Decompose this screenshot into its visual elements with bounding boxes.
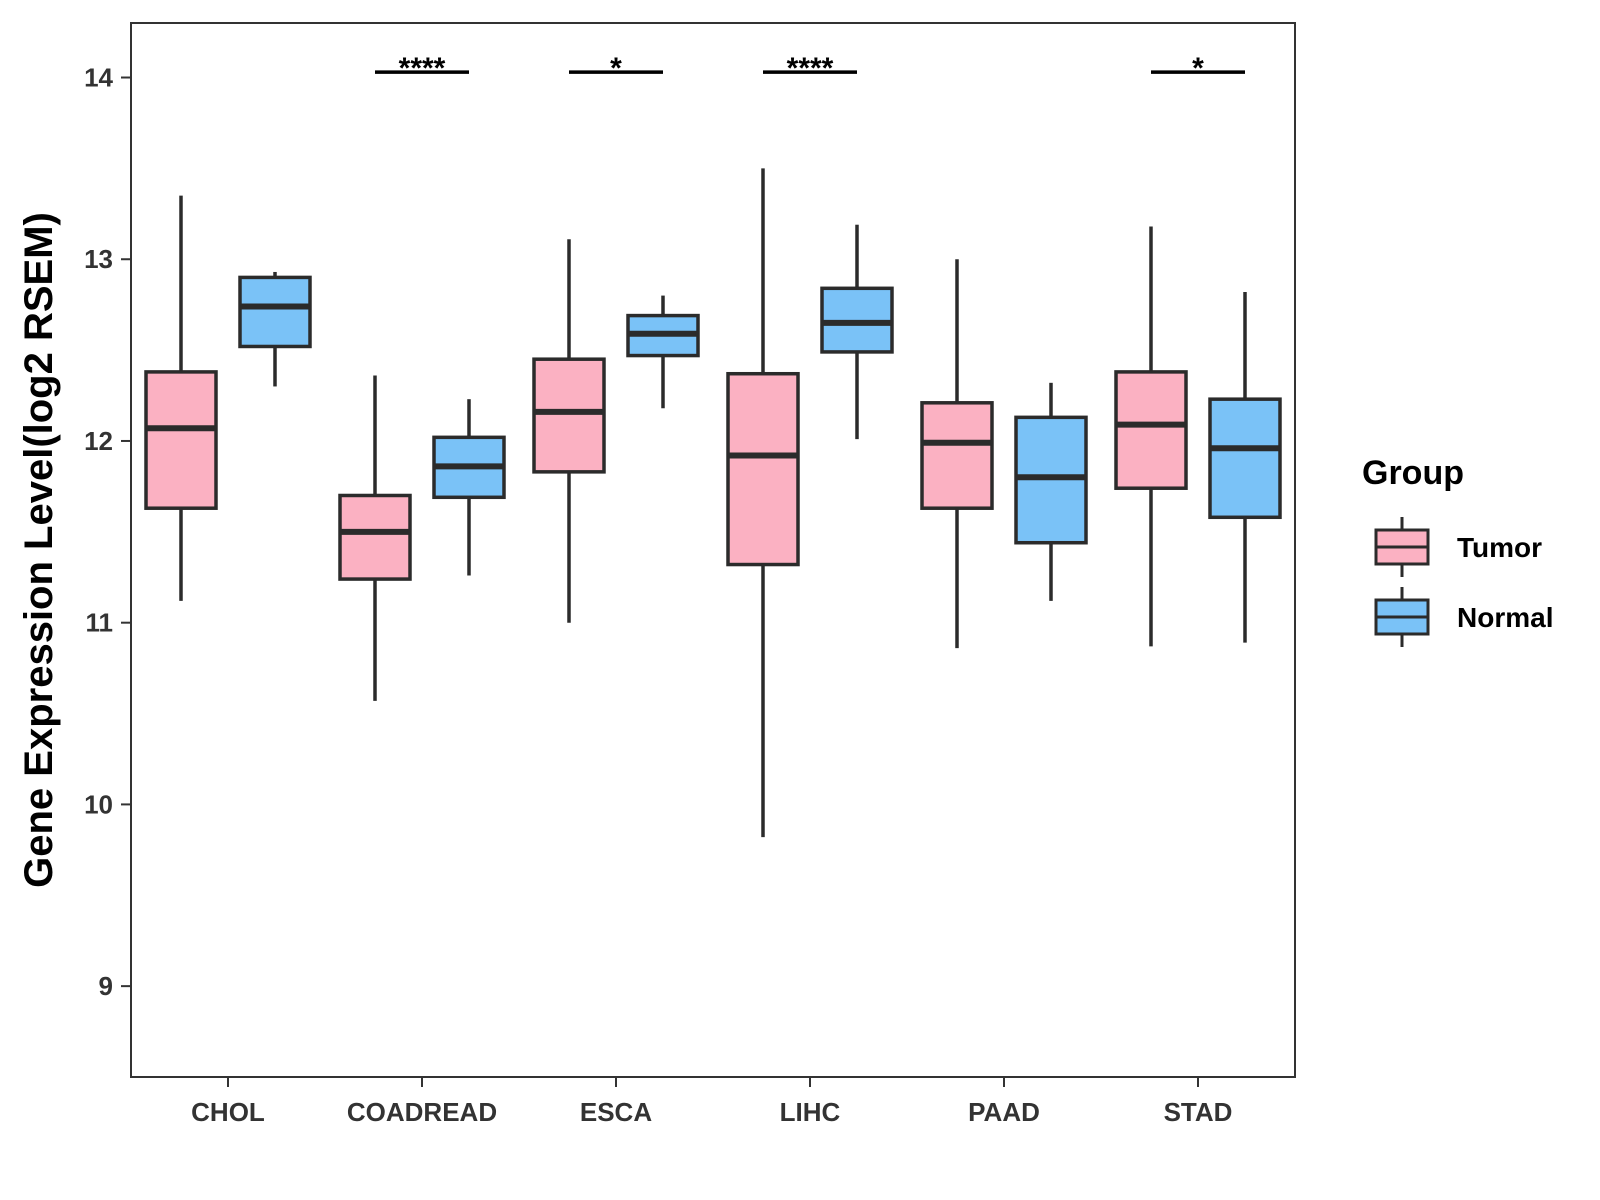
series-tumor [144, 168, 1188, 838]
significance-stad: * [1151, 52, 1245, 85]
x-tick-label: STAD [1164, 1097, 1233, 1127]
y-tick-label: 9 [99, 971, 113, 1001]
significance-label: **** [399, 52, 446, 85]
box-normal-stad [1208, 291, 1282, 643]
significance-coadread: **** [375, 52, 469, 85]
significance-esca: * [569, 52, 663, 85]
box-normal-chol [238, 271, 312, 387]
y-tick-label: 11 [86, 608, 114, 638]
significance-label: **** [787, 52, 834, 85]
y-tick-label: 13 [84, 244, 113, 274]
legend-label: Normal [1457, 602, 1553, 633]
box-tumor-chol [144, 195, 218, 601]
legend-entry-normal: Normal [1374, 587, 1553, 647]
box-normal-coadread [432, 399, 506, 576]
x-tick-label: CHOL [191, 1097, 265, 1127]
significance-label: * [610, 52, 622, 85]
box-iqr [338, 493, 412, 581]
box-iqr [532, 357, 606, 474]
box-iqr [726, 371, 800, 567]
y-axis-title: Gene Expression Level(log2 RSEM) [17, 212, 61, 888]
y-tick-label: 12 [84, 426, 113, 456]
significance-annotations: **** * **** * [375, 52, 1245, 85]
x-tick-label: COADREAD [347, 1097, 497, 1127]
legend-entry-tumor: Tumor [1374, 517, 1542, 577]
box-tumor-esca [532, 239, 606, 623]
box-normal-lihc [820, 224, 894, 440]
series-normal [238, 224, 1282, 643]
y-tick-label: 14 [84, 63, 113, 93]
x-tick-label: LIHC [780, 1097, 841, 1127]
box-tumor-stad [1114, 226, 1188, 647]
box-tumor-coadread [338, 375, 412, 701]
box-normal-paad [1014, 382, 1088, 601]
box-tumor-lihc [726, 168, 800, 838]
box-tumor-paad [920, 259, 994, 649]
significance-label: * [1192, 52, 1204, 85]
x-tick-label: ESCA [580, 1097, 652, 1127]
x-axis: CHOL COADREAD ESCA LIHC PAAD STAD [191, 1077, 1232, 1127]
box-series-group [144, 168, 1282, 838]
box-iqr [920, 401, 994, 510]
y-axis: 9 10 11 12 13 14 [84, 63, 131, 1001]
box-iqr [144, 370, 218, 510]
box-iqr [1114, 370, 1188, 490]
box-iqr [1208, 397, 1282, 520]
legend-title: Group [1362, 454, 1464, 492]
plot-panel [130, 22, 1296, 1078]
y-tick-label: 10 [84, 789, 113, 819]
legend-label: Tumor [1457, 532, 1542, 563]
legend: Group Tumor Normal [1362, 454, 1553, 647]
box-normal-esca [626, 295, 700, 409]
box-iqr [238, 275, 312, 349]
x-tick-label: PAAD [968, 1097, 1040, 1127]
significance-lihc: **** [763, 52, 857, 85]
